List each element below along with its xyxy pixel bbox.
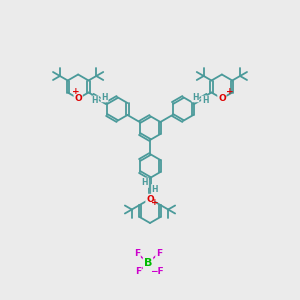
Text: F: F	[135, 268, 141, 277]
Text: H: H	[202, 96, 208, 105]
Text: H: H	[152, 185, 158, 194]
Text: +: +	[151, 198, 159, 207]
Text: H: H	[142, 178, 148, 187]
Text: O: O	[218, 94, 226, 103]
Text: H: H	[92, 96, 98, 105]
Text: F: F	[134, 248, 140, 257]
Text: H: H	[192, 93, 199, 102]
Text: H: H	[101, 93, 108, 102]
Text: +: +	[72, 86, 80, 95]
Text: +: +	[226, 86, 233, 95]
Text: O: O	[146, 194, 154, 203]
Text: F: F	[156, 248, 162, 257]
Text: O: O	[74, 94, 82, 103]
Text: −F: −F	[150, 268, 164, 277]
Text: B: B	[144, 258, 152, 268]
